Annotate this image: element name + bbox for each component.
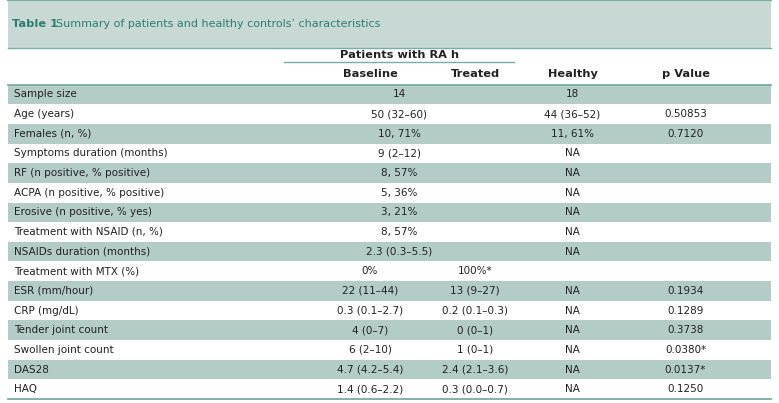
FancyBboxPatch shape bbox=[8, 359, 771, 379]
Text: 8, 57%: 8, 57% bbox=[381, 168, 418, 178]
Text: NA: NA bbox=[565, 227, 580, 237]
Text: 8, 57%: 8, 57% bbox=[381, 227, 418, 237]
Text: NA: NA bbox=[565, 325, 580, 335]
Text: 1.4 (0.6–2.2): 1.4 (0.6–2.2) bbox=[337, 384, 404, 394]
FancyBboxPatch shape bbox=[8, 340, 771, 359]
Text: Treatment with MTX (%): Treatment with MTX (%) bbox=[14, 266, 139, 276]
Text: 9 (2–12): 9 (2–12) bbox=[378, 148, 421, 158]
FancyBboxPatch shape bbox=[8, 163, 771, 183]
Text: 2.3 (0.3–5.5): 2.3 (0.3–5.5) bbox=[366, 247, 432, 257]
Text: NSAIDs duration (months): NSAIDs duration (months) bbox=[14, 247, 150, 257]
Text: Erosive (n positive, % yes): Erosive (n positive, % yes) bbox=[14, 207, 152, 217]
Text: 0.2 (0.1–0.3): 0.2 (0.1–0.3) bbox=[442, 305, 508, 316]
Text: 11, 61%: 11, 61% bbox=[551, 129, 594, 139]
Text: NA: NA bbox=[565, 345, 580, 355]
FancyBboxPatch shape bbox=[8, 0, 771, 48]
Text: 0.1289: 0.1289 bbox=[668, 305, 703, 316]
Text: 22 (11–44): 22 (11–44) bbox=[342, 286, 398, 296]
Text: NA: NA bbox=[565, 207, 580, 217]
FancyBboxPatch shape bbox=[8, 183, 771, 202]
Text: 0%: 0% bbox=[361, 266, 379, 276]
Text: 0 (0–1): 0 (0–1) bbox=[457, 325, 493, 335]
Text: 0.7120: 0.7120 bbox=[668, 129, 703, 139]
Text: Treatment with NSAID (n, %): Treatment with NSAID (n, %) bbox=[14, 227, 163, 237]
Text: 100%*: 100%* bbox=[458, 266, 492, 276]
Text: 0.1934: 0.1934 bbox=[668, 286, 703, 296]
Text: Swollen joint count: Swollen joint count bbox=[14, 345, 114, 355]
Text: CRP (mg/dL): CRP (mg/dL) bbox=[14, 305, 79, 316]
Text: p Value: p Value bbox=[661, 69, 710, 79]
Text: Age (years): Age (years) bbox=[14, 109, 74, 119]
Text: Table 1: Table 1 bbox=[12, 19, 58, 29]
Text: 5, 36%: 5, 36% bbox=[381, 188, 418, 198]
Text: NA: NA bbox=[565, 188, 580, 198]
Text: 0.0137*: 0.0137* bbox=[664, 364, 707, 374]
Text: 44 (36–52): 44 (36–52) bbox=[545, 109, 601, 119]
Text: 0.3 (0.1–2.7): 0.3 (0.1–2.7) bbox=[337, 305, 403, 316]
Text: 4 (0–7): 4 (0–7) bbox=[352, 325, 388, 335]
Text: NA: NA bbox=[565, 384, 580, 394]
Text: 0.50853: 0.50853 bbox=[664, 109, 707, 119]
Text: Healthy: Healthy bbox=[548, 69, 597, 79]
FancyBboxPatch shape bbox=[8, 85, 771, 104]
Text: DAS28: DAS28 bbox=[14, 364, 49, 374]
FancyBboxPatch shape bbox=[8, 124, 771, 143]
Text: NA: NA bbox=[565, 364, 580, 374]
Text: NA: NA bbox=[565, 305, 580, 316]
FancyBboxPatch shape bbox=[8, 202, 771, 222]
Text: 3, 21%: 3, 21% bbox=[381, 207, 418, 217]
Text: 18: 18 bbox=[566, 89, 580, 100]
Text: Tender joint count: Tender joint count bbox=[14, 325, 108, 335]
Text: Symptoms duration (months): Symptoms duration (months) bbox=[14, 148, 167, 158]
FancyBboxPatch shape bbox=[8, 143, 771, 163]
Text: Sample size: Sample size bbox=[14, 89, 77, 100]
Text: 4.7 (4.2–5.4): 4.7 (4.2–5.4) bbox=[337, 364, 404, 374]
Text: RF (n positive, % positive): RF (n positive, % positive) bbox=[14, 168, 150, 178]
Text: 0.3738: 0.3738 bbox=[668, 325, 703, 335]
Text: Patients with RA h: Patients with RA h bbox=[340, 50, 459, 60]
Text: Summary of patients and healthy controls’ characteristics: Summary of patients and healthy controls… bbox=[49, 19, 380, 29]
FancyBboxPatch shape bbox=[8, 281, 771, 301]
Text: 10, 71%: 10, 71% bbox=[378, 129, 421, 139]
FancyBboxPatch shape bbox=[8, 320, 771, 340]
FancyBboxPatch shape bbox=[8, 104, 771, 124]
Text: Baseline: Baseline bbox=[343, 69, 397, 79]
Text: Treated: Treated bbox=[450, 69, 500, 79]
Text: 50 (32–60): 50 (32–60) bbox=[372, 109, 427, 119]
Text: NA: NA bbox=[565, 247, 580, 257]
Text: ACPA (n positive, % positive): ACPA (n positive, % positive) bbox=[14, 188, 164, 198]
Text: NA: NA bbox=[565, 148, 580, 158]
Text: 6 (2–10): 6 (2–10) bbox=[348, 345, 392, 355]
FancyBboxPatch shape bbox=[8, 242, 771, 262]
Text: 0.0380*: 0.0380* bbox=[665, 345, 706, 355]
FancyBboxPatch shape bbox=[8, 379, 771, 399]
Text: NA: NA bbox=[565, 168, 580, 178]
Text: 0.1250: 0.1250 bbox=[668, 384, 703, 394]
Text: ESR (mm/hour): ESR (mm/hour) bbox=[14, 286, 93, 296]
Text: HAQ: HAQ bbox=[14, 384, 37, 394]
Text: Females (n, %): Females (n, %) bbox=[14, 129, 91, 139]
Text: 1 (0–1): 1 (0–1) bbox=[457, 345, 493, 355]
Text: NA: NA bbox=[565, 286, 580, 296]
Text: 0.3 (0.0–0.7): 0.3 (0.0–0.7) bbox=[442, 384, 508, 394]
Text: 14: 14 bbox=[393, 89, 406, 100]
Text: 13 (9–27): 13 (9–27) bbox=[450, 286, 500, 296]
FancyBboxPatch shape bbox=[8, 222, 771, 242]
FancyBboxPatch shape bbox=[8, 301, 771, 320]
Text: 2.4 (2.1–3.6): 2.4 (2.1–3.6) bbox=[442, 364, 509, 374]
FancyBboxPatch shape bbox=[8, 262, 771, 281]
